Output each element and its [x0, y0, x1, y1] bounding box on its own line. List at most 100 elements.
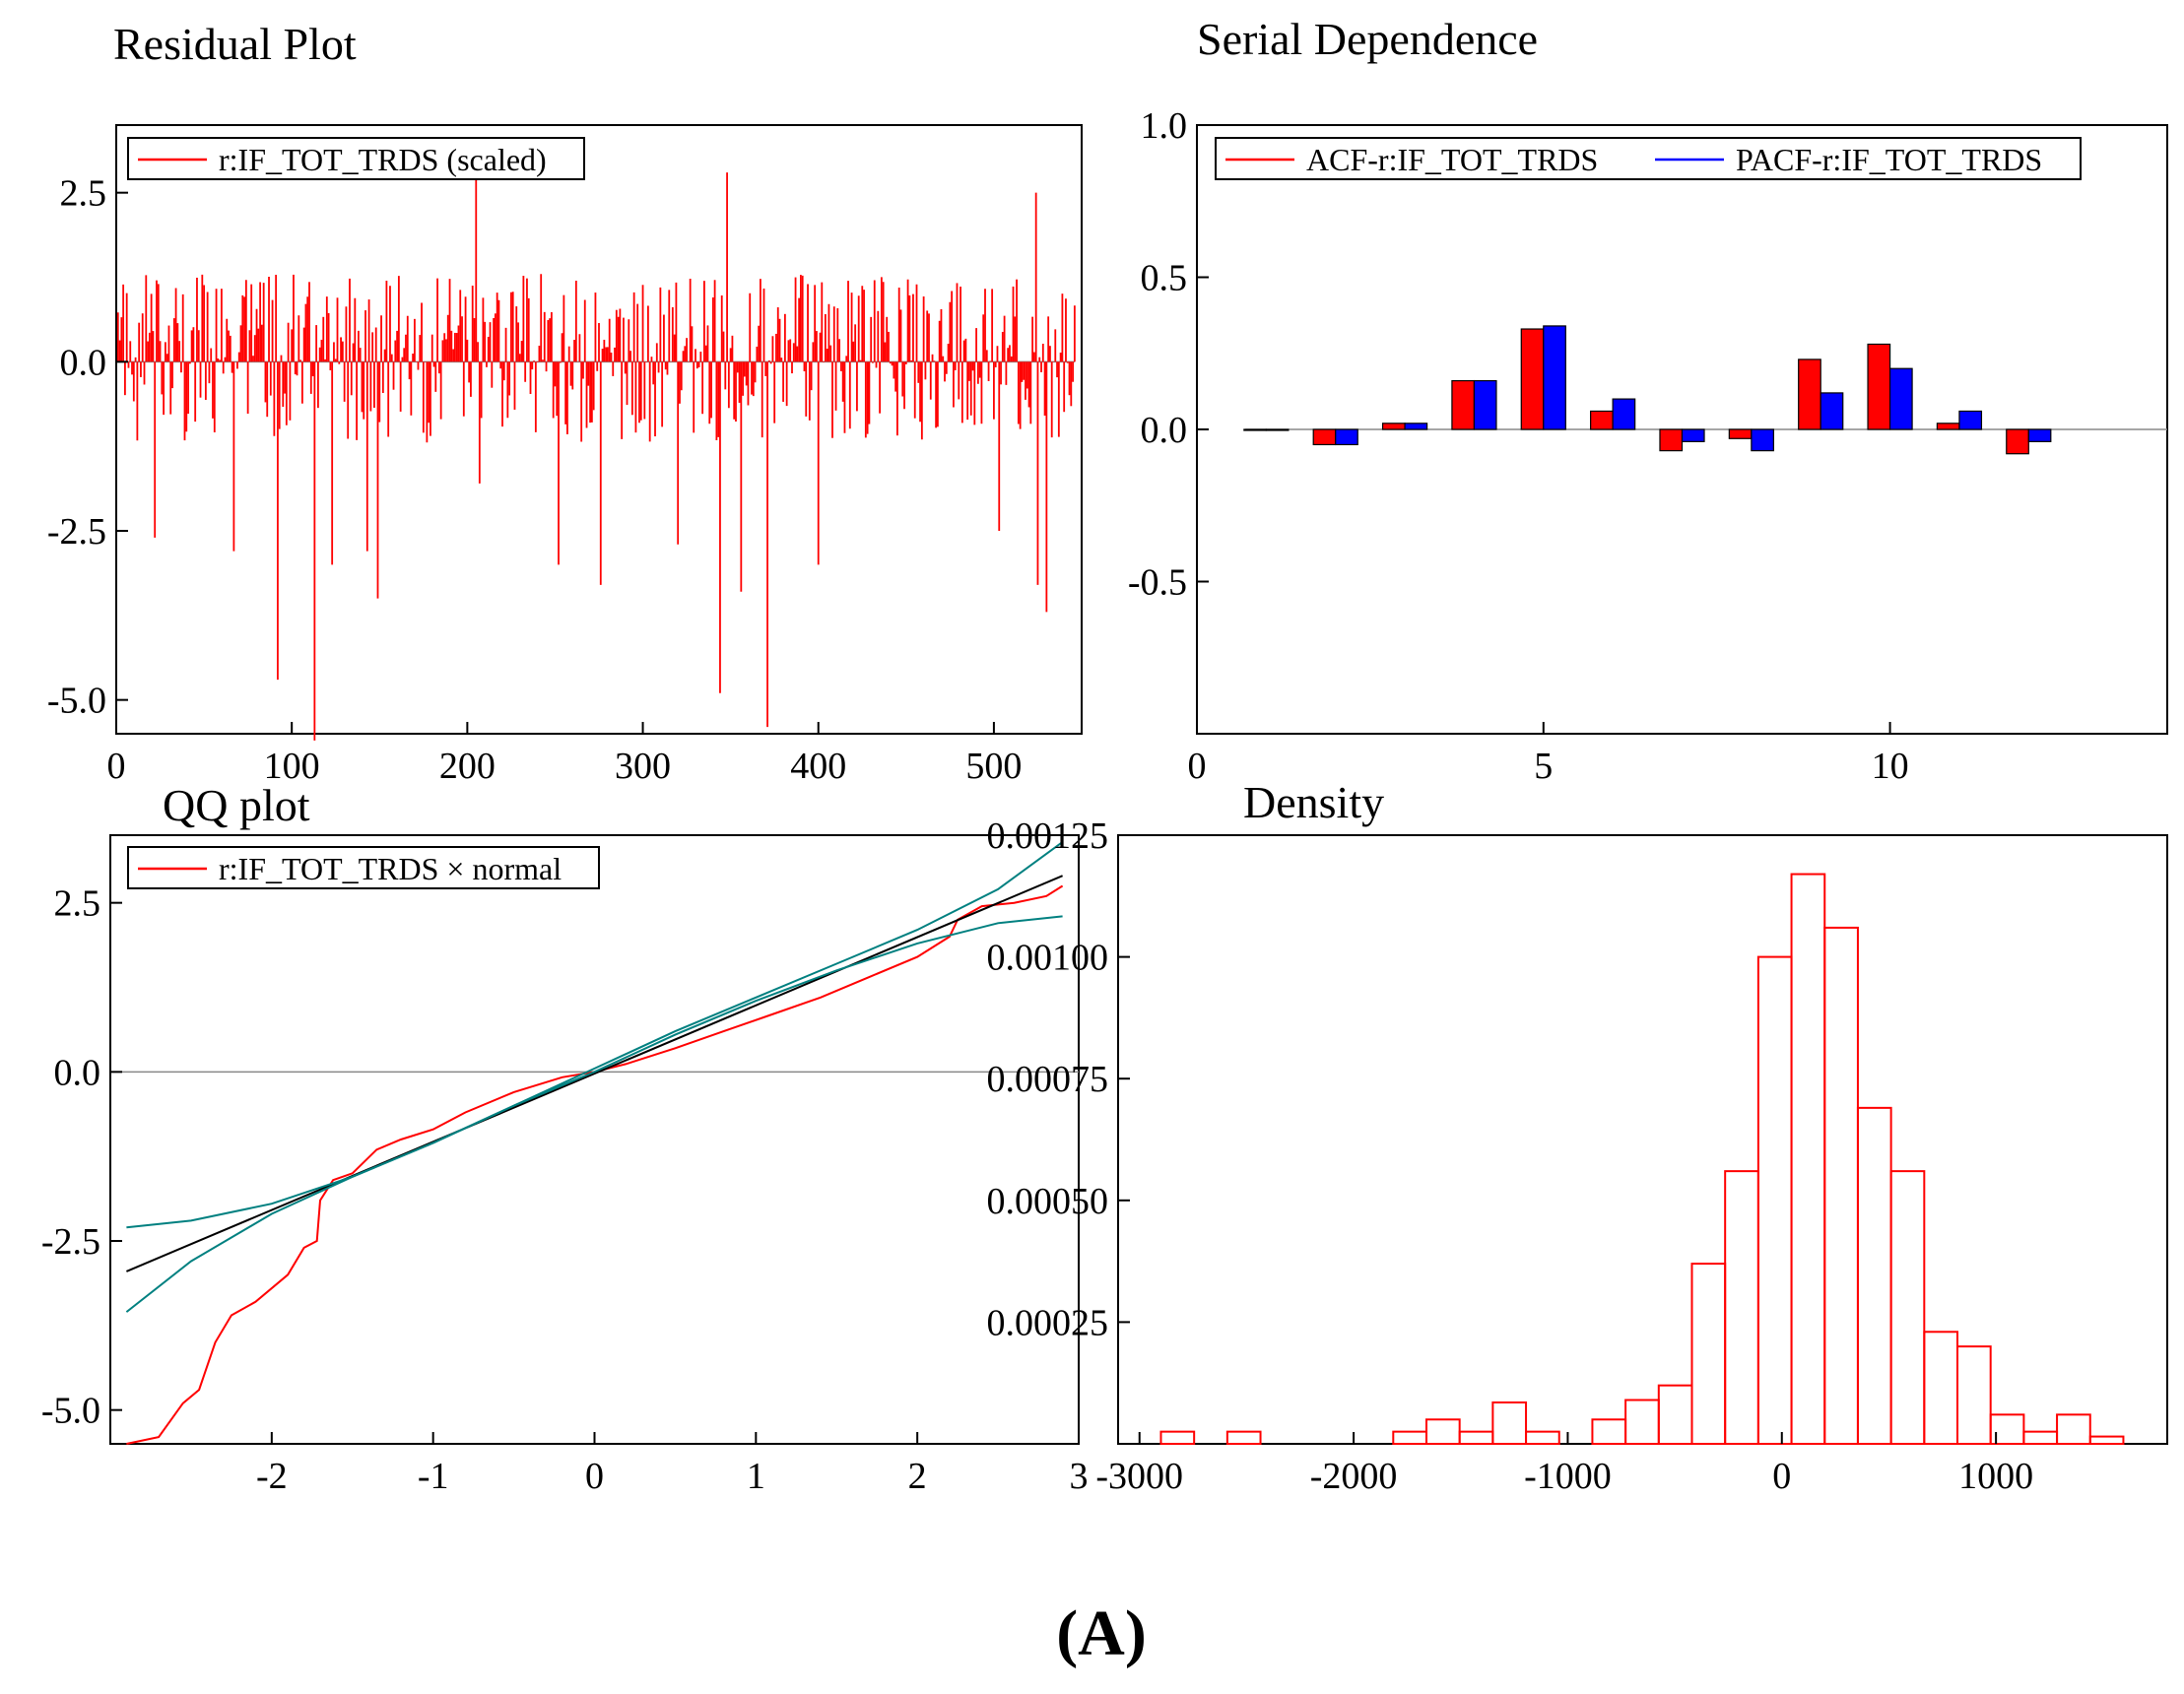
residual-legend: r:IF_TOT_TRDS (scaled)	[127, 137, 585, 180]
serial-xtick-label: 0	[1188, 746, 1207, 787]
serial-ytick-label: 0.0	[1141, 410, 1188, 451]
pacf-bar	[1888, 367, 1913, 430]
density-bar	[1823, 926, 1859, 1445]
density-frame	[1117, 834, 2168, 1445]
density-bar	[1458, 1430, 1494, 1446]
pacf-legend-label: PACF-r:IF_TOT_TRDS	[1736, 142, 2042, 177]
density-bar	[1525, 1430, 1560, 1446]
pacf-bar	[1958, 410, 1983, 430]
acf-bar	[1728, 428, 1753, 439]
qq-legend: r:IF_TOT_TRDS × normal	[127, 846, 600, 889]
qq-upper-band	[126, 841, 1064, 1229]
density-bar	[1624, 1399, 1660, 1446]
acf-bar	[1243, 428, 1267, 431]
acf-bar	[1381, 423, 1406, 430]
residual-ytick-label: -2.5	[47, 511, 106, 553]
density-bar	[1392, 1430, 1427, 1446]
pacf-bar	[1751, 428, 1774, 452]
pacf-bar	[2027, 428, 2052, 442]
qq-xtick-label: 2	[908, 1456, 927, 1497]
serial-dependence-plot: 0 5 10 -0.5 0.0 0.5 1.0	[1128, 105, 2168, 787]
pacf-bar	[1473, 379, 1497, 430]
residual-xtick-label: 500	[965, 746, 1022, 787]
density-ytick-label: 0.00050	[987, 1181, 1109, 1222]
qq-xtick-label: -2	[256, 1456, 288, 1497]
acf-bar	[1520, 328, 1545, 430]
density-bar	[2056, 1413, 2091, 1446]
density-bar	[2088, 1435, 2125, 1445]
density-bar	[1790, 873, 1826, 1445]
residual-xtick-label: 200	[439, 746, 496, 787]
residual-plot-title: Residual Plot	[113, 19, 357, 69]
density-bar	[1424, 1418, 1461, 1446]
residual-xtick-label: 300	[615, 746, 671, 787]
serial-dependence-title: Serial Dependence	[1197, 14, 1538, 64]
pacf-bar	[1404, 423, 1428, 430]
serial-legend: ACF-r:IF_TOT_TRDS PACF-r:IF_TOT_TRDS	[1215, 137, 2082, 180]
qq-plot: -2 -1 0 1 2 3 -5.0 -2.5 0.0 2.5	[41, 834, 1089, 1497]
serial-ytick-label: 1.0	[1141, 105, 1188, 147]
serial-ytick-label: 0.5	[1141, 258, 1188, 299]
density-bar	[1159, 1430, 1196, 1446]
density-bar	[1491, 1401, 1528, 1445]
qq-legend-label: r:IF_TOT_TRDS × normal	[219, 851, 562, 886]
density-xtick-label: 0	[1772, 1456, 1791, 1497]
pacf-bar	[1335, 428, 1358, 446]
residual-xtick-label: 0	[107, 746, 126, 787]
qq-frame	[109, 834, 1080, 1445]
density-bar	[1856, 1106, 1892, 1445]
acf-bar	[1659, 428, 1684, 452]
residual-series	[116, 172, 1076, 741]
pacf-bar	[1543, 325, 1566, 430]
density-xtick-label: -3000	[1095, 1456, 1183, 1497]
acf-bar	[1936, 423, 1960, 430]
residual-ytick-label: 0.0	[60, 342, 107, 383]
qq-xtick-label: -1	[418, 1456, 449, 1497]
residual-xtick-label: 400	[790, 746, 846, 787]
density-ytick-label: 0.00075	[987, 1059, 1109, 1100]
qq-sample-line	[126, 884, 1064, 1445]
density-ytick-label: 0.00100	[987, 938, 1109, 979]
qq-lower-band	[125, 915, 1063, 1313]
acf-bar	[1312, 428, 1337, 446]
density-bar	[1889, 1170, 1926, 1445]
density-xtick-label: -2000	[1310, 1456, 1398, 1497]
density-plot: -3000 -2000 -1000 0 1000 0.00025 0.00050 0.0007…	[987, 815, 2168, 1497]
density-bar	[1756, 955, 1793, 1445]
serial-xtick-label: 10	[1872, 746, 1909, 787]
residual-ytick-label: -5.0	[47, 681, 106, 722]
acf-bar	[1590, 410, 1614, 430]
density-bar	[1923, 1331, 1959, 1445]
density-bar	[1724, 1170, 1759, 1445]
residual-ytick-label: 2.5	[60, 173, 107, 215]
qq-xtick-label: 0	[585, 1456, 604, 1497]
qq-normal-line	[126, 875, 1063, 1272]
density-bar	[1690, 1263, 1727, 1446]
residual-xtick-label: 100	[264, 746, 320, 787]
density-ytick-label: 0.00125	[987, 815, 1109, 857]
acf-legend-label: ACF-r:IF_TOT_TRDS	[1306, 142, 1598, 177]
density-bar	[1956, 1345, 1992, 1445]
acf-bar	[1867, 343, 1891, 430]
qq-ytick-label: 2.5	[54, 883, 101, 925]
acf-bar	[1798, 358, 1821, 430]
pacf-bar	[1681, 428, 1705, 442]
residual-frame	[115, 124, 1083, 735]
qq-ytick-label: -5.0	[41, 1391, 100, 1432]
qq-ytick-label: -2.5	[41, 1221, 100, 1263]
acf-bar	[1451, 379, 1476, 430]
pacf-bar	[1820, 392, 1844, 430]
qq-ytick-label: 0.0	[54, 1052, 101, 1093]
pacf-bar	[1612, 398, 1636, 430]
acf-bar	[2006, 428, 2029, 455]
density-bar	[1591, 1418, 1627, 1446]
density-xtick-label: -1000	[1524, 1456, 1612, 1497]
pacf-bar	[1265, 428, 1290, 431]
figure-caption: (A)	[1056, 1597, 1147, 1669]
density-bar	[1989, 1413, 2025, 1446]
residual-legend-label: r:IF_TOT_TRDS (scaled)	[219, 142, 547, 177]
density-bar	[2022, 1430, 2059, 1446]
density-xtick-label: 1000	[1958, 1456, 2033, 1497]
density-bar	[1657, 1384, 1693, 1445]
